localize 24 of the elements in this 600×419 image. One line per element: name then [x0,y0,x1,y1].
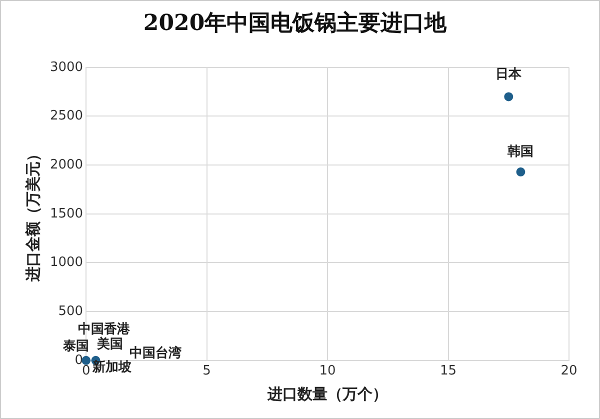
y-tick-label: 2000 [50,157,84,172]
chart-title: 2020年中国电饭锅主要进口地 [143,10,448,36]
annotation: 中国香港 [78,320,132,337]
point [82,356,91,365]
x-tick-label: 20 [560,364,578,379]
y-tick-label: 500 [58,304,84,319]
series-label: 韩国 [506,144,534,160]
x-axis-title: 进口数量（万个） [266,384,388,403]
y-tick-label: 1000 [50,255,84,270]
y-tick-label: 2500 [50,108,84,124]
y-tick-label: 3000 [50,60,84,75]
point [516,167,526,176]
series-label: 泰国 [62,338,90,354]
x-tick-label: 10 [319,364,336,379]
y-tick-label: 1500 [50,206,84,222]
series-label: 日本 [496,67,523,82]
point [504,92,514,102]
annotation: 美国 [96,336,124,352]
x-tick-label: 15 [440,364,457,379]
y-tick-label: 0 [74,352,84,368]
y-axis-title: 进口金额（万美元） [24,146,42,282]
annotation: 新加坡 [92,358,133,375]
x-tick-label: 5 [202,364,211,379]
text: 中国台湾 [130,344,182,361]
